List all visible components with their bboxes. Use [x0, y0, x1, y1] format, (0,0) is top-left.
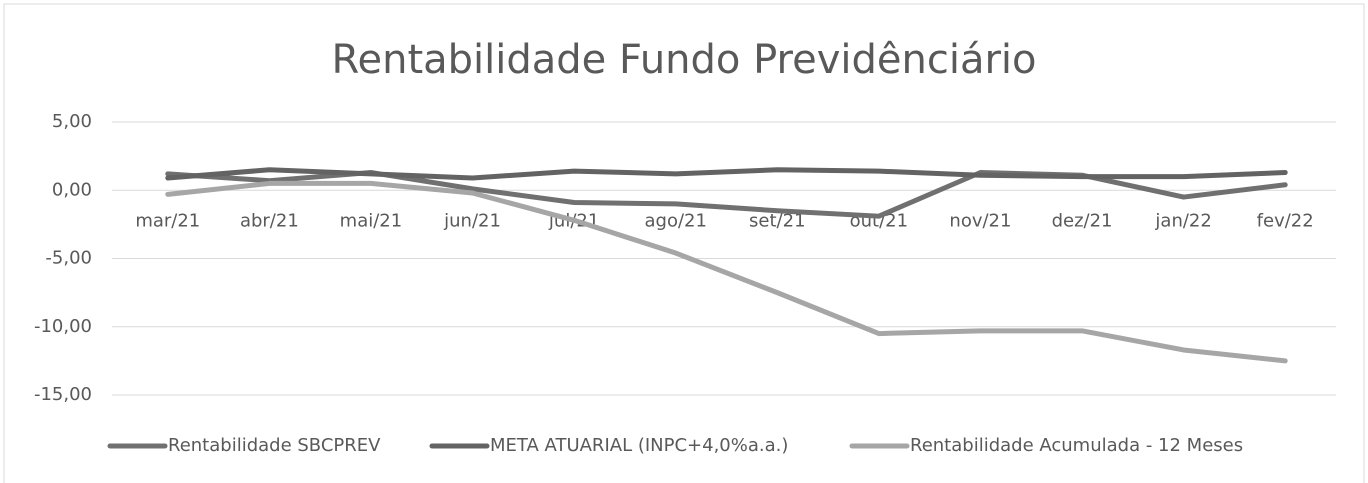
x-tick-label: mar/21 [135, 210, 200, 231]
series-line [165, 167, 1288, 181]
y-tick-label: 5,00 [52, 111, 92, 132]
y-tick-label: -15,00 [34, 384, 92, 405]
y-tick-label: -10,00 [34, 316, 92, 337]
legend-label: Rentabilidade SBCPREV [168, 435, 381, 456]
x-tick-label: dez/21 [1052, 210, 1113, 231]
x-tick-label: abr/21 [240, 210, 299, 231]
y-tick-label: 0,00 [52, 179, 92, 200]
x-tick-label: mai/21 [340, 210, 403, 231]
legend-label: META ATUARIAL (INPC+4,0%a.a.) [490, 435, 788, 456]
legend-label: Rentabilidade Acumulada - 12 Meses [910, 435, 1243, 456]
y-tick-label: -5,00 [45, 248, 92, 269]
x-tick-label: set/21 [749, 210, 805, 231]
x-tick-label: fev/22 [1257, 210, 1314, 231]
x-tick-label: ago/21 [644, 210, 706, 231]
chart-frame [3, 3, 1365, 483]
x-tick-label: jan/22 [1154, 210, 1211, 231]
x-tick-label: jun/21 [443, 210, 501, 231]
series-line [165, 180, 1288, 364]
x-tick-label: nov/21 [949, 210, 1011, 231]
chart-title: Rentabilidade Fundo Previdênciário [332, 37, 1037, 83]
